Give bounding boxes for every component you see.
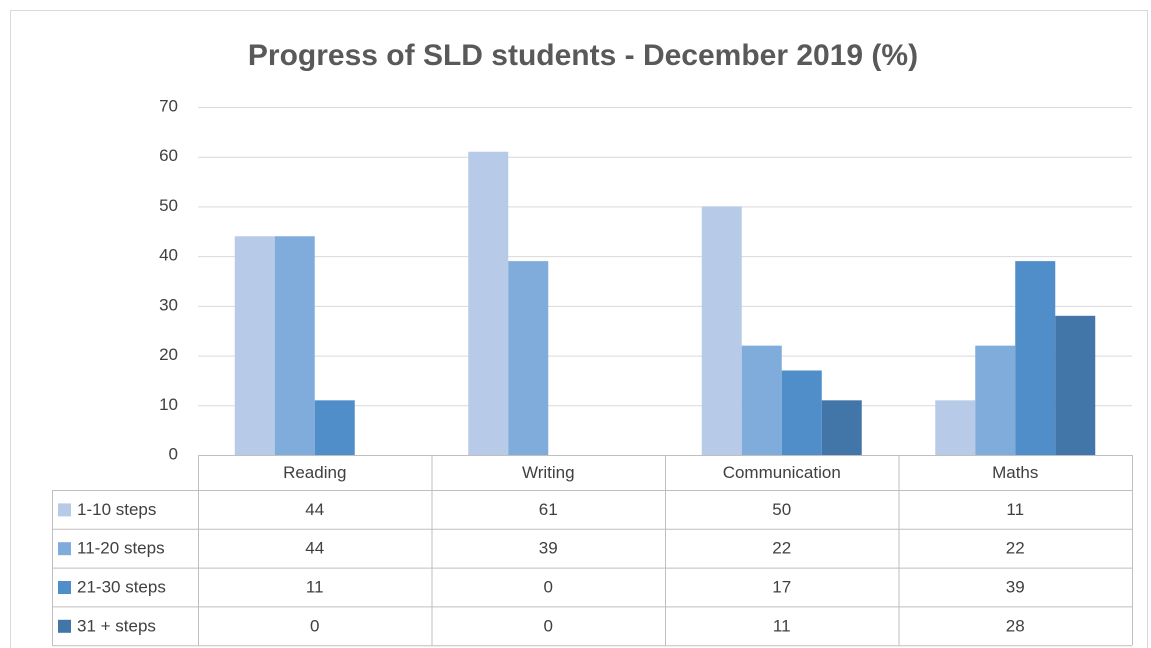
bar <box>781 370 822 455</box>
bar <box>1055 315 1096 455</box>
legend-label: 21-30 steps <box>77 577 166 596</box>
table-value: 11 <box>773 616 791 635</box>
table-value: 0 <box>544 616 553 635</box>
bar <box>701 206 742 455</box>
table-value: 39 <box>539 539 558 558</box>
x-tick-label: Writing <box>522 463 575 482</box>
table-value: 28 <box>1006 616 1025 635</box>
legend-label: 31 + steps <box>77 616 156 635</box>
table-value: 0 <box>310 616 319 635</box>
x-tick-label: Maths <box>992 463 1038 482</box>
x-tick-label: Reading <box>283 463 346 482</box>
y-tick-label: 10 <box>159 395 178 414</box>
table-value: 11 <box>1006 500 1024 519</box>
y-tick-label: 40 <box>159 246 178 265</box>
bar <box>975 345 1016 455</box>
legend-key <box>58 503 71 517</box>
table-value: 39 <box>1006 577 1025 596</box>
table-value: 17 <box>772 577 791 596</box>
y-tick-label: 60 <box>159 146 178 165</box>
y-tick-label: 50 <box>159 196 178 215</box>
bar <box>935 400 976 455</box>
y-tick-label: 30 <box>159 295 178 314</box>
bar <box>468 151 509 455</box>
bar <box>314 400 355 455</box>
legend-key <box>58 581 71 594</box>
y-tick-label: 70 <box>159 96 178 115</box>
bar <box>1015 261 1056 455</box>
table-value: 50 <box>772 500 791 519</box>
table-value: 22 <box>1006 539 1025 558</box>
chart-title: Progress of SLD students - December 2019… <box>248 39 918 72</box>
table-value: 44 <box>305 500 324 519</box>
legend-key <box>58 542 71 556</box>
table-value: 44 <box>305 539 324 558</box>
x-tick-label: Communication <box>723 463 841 482</box>
bar <box>274 236 315 455</box>
bar <box>234 236 275 455</box>
legend-label: 11-20 steps <box>77 539 165 558</box>
table-value: 22 <box>772 539 791 558</box>
bar <box>821 400 862 455</box>
table-value: 11 <box>306 577 324 596</box>
legend-label: 1-10 steps <box>77 500 156 519</box>
bar <box>741 345 782 455</box>
legend-key <box>58 619 71 633</box>
table-value: 61 <box>539 500 558 519</box>
bar <box>508 261 549 455</box>
table-value: 0 <box>544 577 553 596</box>
y-tick-label: 0 <box>169 444 178 463</box>
chart-border <box>10 10 1148 648</box>
y-tick-label: 20 <box>159 345 178 364</box>
